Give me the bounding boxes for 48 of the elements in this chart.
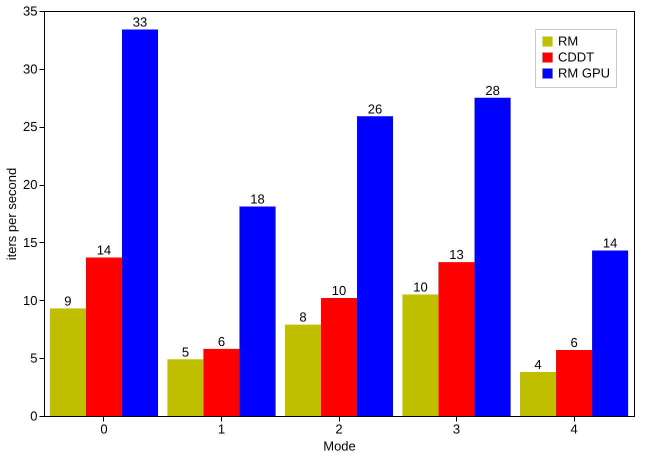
bar: [520, 372, 556, 416]
x-tick-label: 4: [570, 422, 578, 436]
bar: [239, 206, 276, 416]
data-label: 14: [96, 242, 112, 258]
data-label: 28: [485, 82, 500, 98]
x-tick-label: 1: [218, 422, 226, 436]
data-label: 13: [449, 247, 464, 262]
legend-label: RM GPU: [558, 66, 610, 80]
data-label: 10: [413, 280, 428, 294]
bar: [284, 324, 321, 416]
x-tick-label: 2: [335, 422, 343, 436]
y-tick-label: 15: [23, 234, 38, 250]
data-label: 14: [602, 236, 618, 251]
data-label: 26: [368, 101, 382, 116]
bar: [402, 294, 439, 416]
bar: [592, 250, 628, 416]
data-label: 18: [250, 192, 265, 207]
bar: [357, 116, 394, 416]
data-label: 33: [132, 14, 148, 30]
y-tick-label: 35: [23, 4, 38, 18]
bar: [438, 262, 475, 416]
data-label: 8: [299, 310, 307, 325]
data-label: 9: [64, 293, 72, 308]
y-tick-label: 0: [30, 408, 38, 424]
legend-label: CDDT: [558, 50, 594, 64]
data-label: 6: [570, 335, 578, 350]
legend-label: RM: [558, 34, 578, 48]
bar: [122, 30, 158, 416]
y-tick-label: 30: [23, 61, 38, 76]
bar: [474, 98, 511, 416]
data-label: 10: [332, 282, 346, 298]
bar: [556, 350, 592, 416]
bar: [86, 257, 122, 416]
bar: [50, 308, 86, 416]
x-tick-label: 0: [100, 422, 108, 436]
y-tick-label: 5: [30, 350, 38, 366]
data-label: 6: [218, 334, 226, 349]
data-label: 4: [534, 357, 542, 372]
data-label: 5: [182, 344, 190, 360]
bar: [167, 359, 204, 416]
x-axis-title: Mode: [323, 438, 356, 454]
y-tick-label: 25: [23, 119, 38, 134]
bar: [320, 298, 358, 416]
bar: [203, 348, 240, 416]
y-tick-label: 10: [23, 292, 38, 308]
x-tick-label: 3: [452, 422, 460, 436]
y-axis-title: iters per second: [4, 168, 20, 260]
y-tick-label: 20: [23, 177, 38, 192]
